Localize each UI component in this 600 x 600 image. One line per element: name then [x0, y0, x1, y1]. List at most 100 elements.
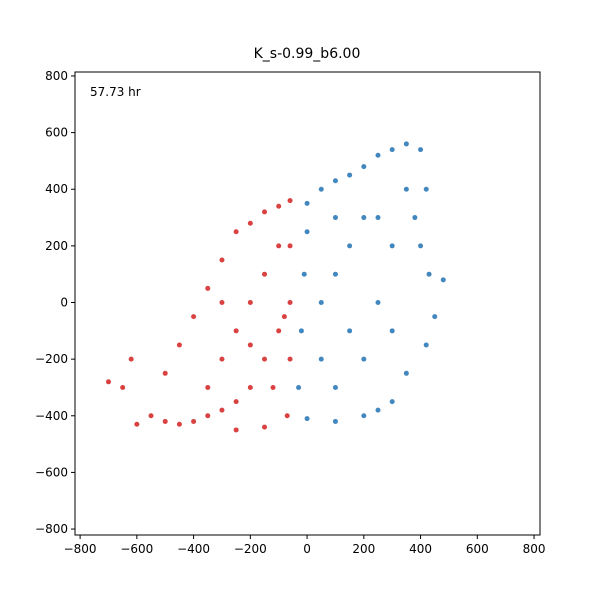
- y-tick-label: 0: [60, 296, 68, 310]
- point: [389, 328, 395, 334]
- point: [403, 370, 409, 376]
- point: [191, 314, 197, 320]
- point: [162, 418, 168, 424]
- y-tick-label: 200: [45, 239, 68, 253]
- point: [304, 229, 310, 235]
- x-tick-label: 0: [303, 542, 311, 556]
- point: [276, 328, 282, 334]
- point: [318, 356, 324, 362]
- point: [287, 300, 293, 306]
- y-tick-label: 600: [45, 126, 68, 140]
- point: [432, 314, 438, 320]
- point: [162, 370, 168, 376]
- point: [148, 413, 154, 419]
- point: [262, 356, 268, 362]
- point: [403, 141, 409, 147]
- x-tick-label: 200: [352, 542, 375, 556]
- point: [347, 243, 353, 249]
- point: [332, 178, 338, 184]
- point: [247, 220, 253, 226]
- point: [403, 186, 409, 192]
- y-tick-label: 400: [45, 182, 68, 196]
- point: [412, 215, 418, 221]
- x-tick-label: 800: [523, 542, 546, 556]
- point: [304, 416, 310, 422]
- point: [301, 271, 307, 277]
- point: [332, 271, 338, 277]
- point: [134, 421, 140, 427]
- point: [375, 407, 381, 413]
- point: [191, 418, 197, 424]
- point: [361, 413, 367, 419]
- point: [205, 413, 211, 419]
- point: [120, 384, 126, 390]
- point: [233, 399, 239, 405]
- point: [318, 300, 324, 306]
- point: [298, 328, 304, 334]
- point: [347, 328, 353, 334]
- point: [304, 200, 310, 206]
- y-tick-label: −800: [35, 522, 68, 536]
- point: [247, 384, 253, 390]
- point: [296, 384, 302, 390]
- point: [361, 164, 367, 170]
- point: [426, 271, 432, 277]
- point: [247, 300, 253, 306]
- point: [389, 399, 395, 405]
- point: [375, 152, 381, 158]
- point: [233, 328, 239, 334]
- point: [281, 314, 287, 320]
- point: [276, 203, 282, 209]
- point: [332, 384, 338, 390]
- point: [318, 186, 324, 192]
- x-tick-label: −800: [64, 542, 97, 556]
- y-tick-label: 800: [45, 69, 68, 83]
- point: [440, 277, 446, 283]
- point: [287, 243, 293, 249]
- point: [128, 356, 134, 362]
- point: [105, 379, 111, 385]
- point: [219, 356, 225, 362]
- y-tick-label: −200: [35, 352, 68, 366]
- x-tick-label: −400: [177, 542, 210, 556]
- point: [389, 147, 395, 153]
- point: [284, 413, 290, 419]
- point: [361, 356, 367, 362]
- point: [389, 243, 395, 249]
- point: [176, 342, 182, 348]
- point: [219, 300, 225, 306]
- y-tick-label: −400: [35, 409, 68, 423]
- point: [262, 209, 268, 215]
- chart-title: K_s-0.99_b6.00: [254, 46, 361, 62]
- point: [418, 243, 424, 249]
- point: [423, 186, 429, 192]
- point: [262, 271, 268, 277]
- point: [361, 215, 367, 221]
- plot-frame: [74, 71, 541, 536]
- point: [375, 215, 381, 221]
- point: [219, 407, 225, 413]
- point: [287, 356, 293, 362]
- x-tick-label: 600: [466, 542, 489, 556]
- point: [247, 342, 253, 348]
- point: [276, 243, 282, 249]
- point: [219, 257, 225, 263]
- point: [205, 384, 211, 390]
- point: [287, 198, 293, 204]
- point: [332, 215, 338, 221]
- x-tick-label: −600: [120, 542, 153, 556]
- point: [270, 384, 276, 390]
- x-tick-label: 400: [409, 542, 432, 556]
- point: [176, 421, 182, 427]
- x-tick-label: −200: [234, 542, 267, 556]
- point: [332, 418, 338, 424]
- point: [347, 172, 353, 178]
- point: [233, 229, 239, 235]
- point: [262, 424, 268, 430]
- annotation: 57.73 hr: [90, 85, 141, 99]
- y-tick-label: −600: [35, 465, 68, 479]
- point: [233, 427, 239, 433]
- point: [418, 147, 424, 153]
